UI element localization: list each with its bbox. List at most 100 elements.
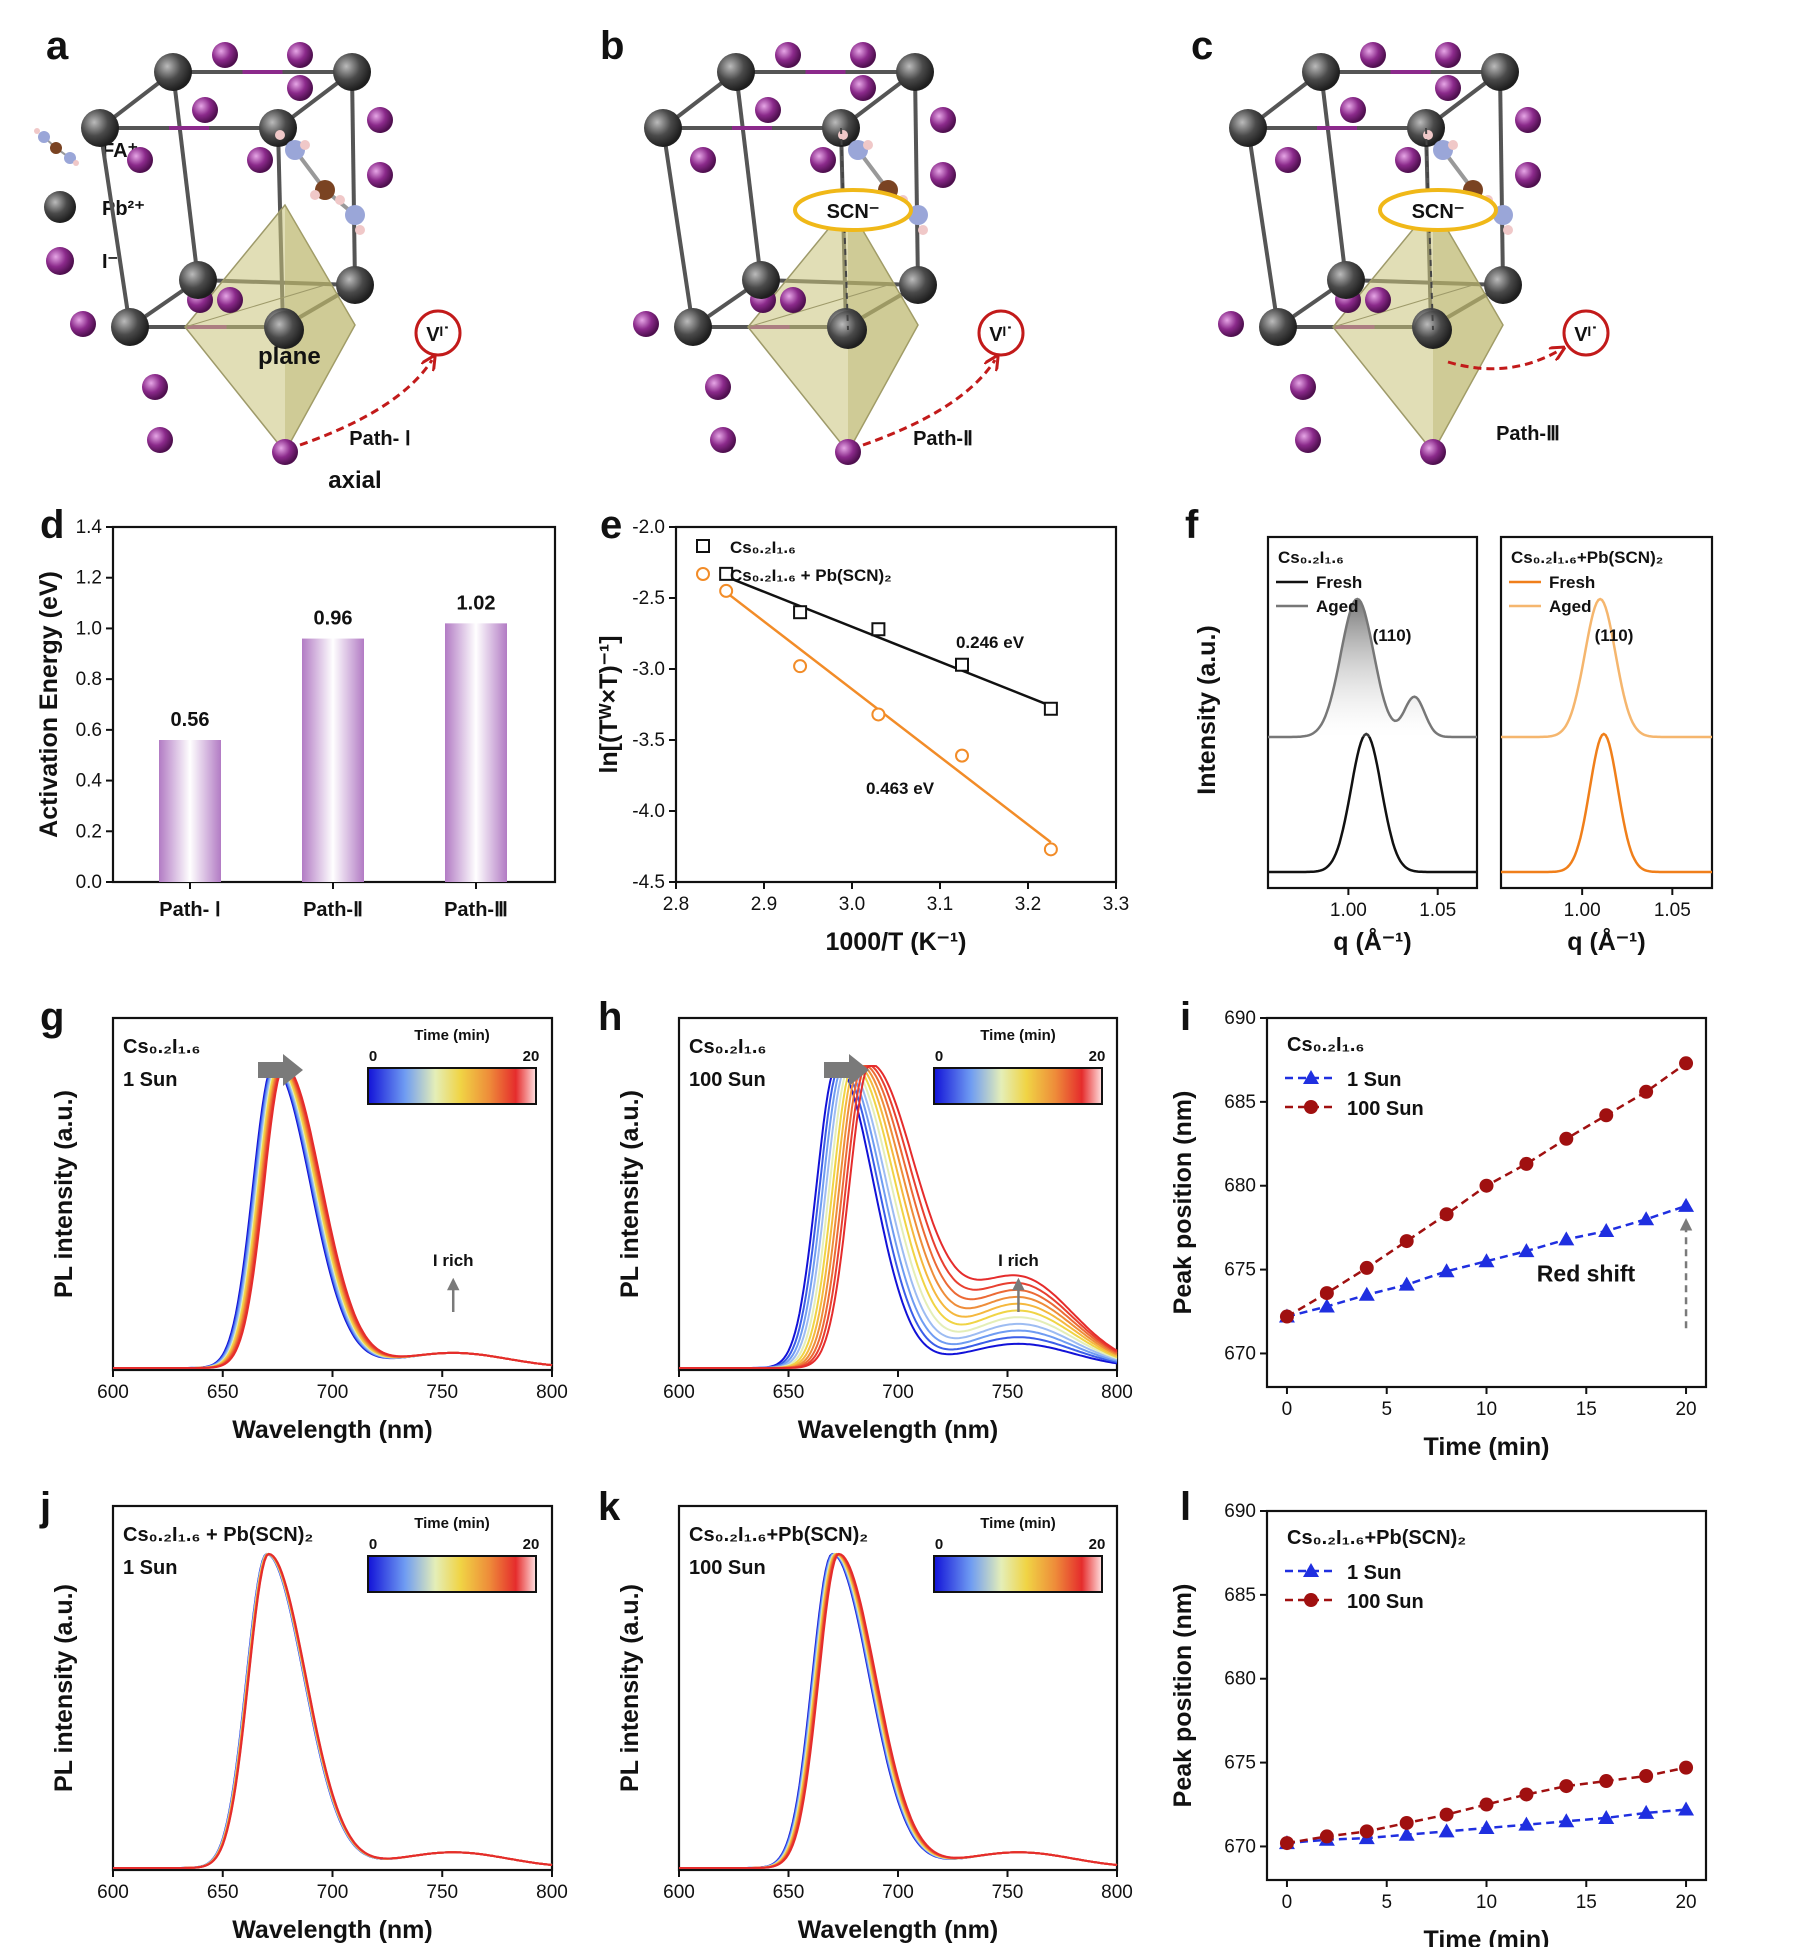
- iodide-atom: [1275, 147, 1301, 173]
- data-point: [871, 622, 886, 637]
- iodide-atom: [192, 97, 218, 123]
- chart-xrd: Intensity (a.u.) 1.00 1.05 q (Å⁻¹) Cs₀.₂I₁.₆…: [1193, 535, 1714, 956]
- x-tick-label: 5: [1381, 1892, 1392, 1913]
- lead-atom: [674, 308, 712, 346]
- x-axis-label: Wavelength (nm): [232, 1916, 432, 1944]
- fa-molecule-icon: [34, 128, 79, 166]
- y-axis-label: Peak position (nm): [1169, 1091, 1197, 1315]
- data-point: [793, 605, 808, 620]
- pl-spectrum: [113, 1064, 553, 1369]
- structure-path-iii: Vᴵ˙ SCN⁻ Path-Ⅲ: [1218, 42, 1610, 465]
- condition-label: 1 Sun: [123, 1557, 177, 1579]
- data-point: [1558, 1813, 1575, 1828]
- lead-atom: [179, 261, 217, 299]
- data-point: [1279, 1836, 1294, 1851]
- lead-atom: [1484, 266, 1522, 304]
- panel-label-h: h: [598, 995, 622, 1039]
- chart-pl-scn-1sun: 600 650 700 750 800 Wavelength (nm) PL intensi…: [50, 1504, 568, 1944]
- colorbar-title: Time (min): [414, 1027, 490, 1044]
- colorbar-min: 0: [935, 1536, 943, 1553]
- octahedron-face: [848, 205, 918, 452]
- legend-marker: [696, 567, 710, 581]
- y-tick-label: 670: [1224, 1343, 1256, 1364]
- x-category-label: Path-Ⅲ: [444, 899, 508, 921]
- data-point: [955, 657, 969, 672]
- fit-line: [725, 575, 1052, 708]
- x-tick-label: 10: [1476, 1399, 1497, 1420]
- vacancy-marker: [414, 309, 462, 357]
- migration-arrow: [862, 360, 995, 447]
- pl-spectrum: [113, 1064, 553, 1369]
- legend-label: Cs₀.₂I₁.₆ + Pb(SCN)₂: [730, 566, 892, 585]
- legend-label: 1 Sun: [1347, 1069, 1401, 1091]
- bar-value-label: 0.56: [171, 709, 210, 731]
- cell-edge: [1319, 71, 1348, 281]
- data-point: [1678, 1197, 1695, 1212]
- data-point: [1479, 1178, 1494, 1193]
- data-point: [719, 583, 734, 598]
- subplot-title: Cs₀.₂I₁.₆+Pb(SCN)₂: [1511, 548, 1663, 567]
- y-axis-label: PL intensity (a.u.): [50, 1584, 78, 1792]
- y-axis-label: PL intensity (a.u.): [50, 1090, 78, 1298]
- data-point: [1358, 1286, 1375, 1301]
- data-point: [1478, 1820, 1495, 1835]
- sample-label: Cs₀.₂I₁.₆+Pb(SCN)₂: [689, 1524, 868, 1546]
- data-point: [1519, 1156, 1534, 1171]
- chart-activation-energy: 0.0 0.2 0.4 0.6 0.8 1.0 1.2 1.4 Activation Energ…: [35, 517, 557, 921]
- cell-edge: [98, 127, 132, 328]
- iodide-atom: [633, 311, 659, 337]
- center-lead-atom: [266, 311, 304, 349]
- y-tick-label: 1.2: [76, 568, 102, 589]
- x-tick-label: 3.3: [1103, 894, 1129, 915]
- x-tick-label: 600: [663, 1882, 695, 1903]
- x-tick-label: 15: [1576, 1892, 1597, 1913]
- x-category-label: Path- Ⅰ: [159, 899, 220, 921]
- data-point: [1318, 1298, 1335, 1313]
- scn-ellipse: [1378, 188, 1498, 232]
- iodide-atom: [287, 75, 313, 101]
- x-category-label: Path-Ⅱ: [303, 899, 363, 921]
- pl-spectrum: [679, 1553, 1118, 1869]
- fa-hydrogen: [275, 130, 285, 140]
- lead-atom: [81, 109, 119, 147]
- lead-atom: [154, 53, 192, 91]
- iodide-atom: [70, 311, 96, 337]
- data-point: [1638, 1211, 1655, 1226]
- bar-value-label: 0.96: [314, 608, 353, 630]
- annotation-label: Red shift: [1537, 1260, 1636, 1286]
- colorbar-title: Time (min): [414, 1515, 490, 1532]
- x-tick-label: 700: [317, 1382, 349, 1403]
- cell-edge: [661, 127, 695, 328]
- series-line: [1286, 1766, 1687, 1845]
- series-line: [1286, 1204, 1687, 1318]
- iodide-atom: [272, 439, 298, 465]
- pl-spectrum: [113, 1553, 553, 1869]
- colorbar: [933, 1555, 1103, 1593]
- shift-arrow-icon: [824, 1054, 869, 1086]
- vacancy-label: Vᴵ˙: [426, 324, 450, 346]
- fa-hydrogen: [1423, 130, 1433, 140]
- y-axis-label: Peak position (nm): [1169, 1584, 1197, 1808]
- xrd-curve: [1268, 732, 1477, 874]
- data-point: [1479, 1797, 1494, 1812]
- x-tick-label: 2.9: [751, 894, 777, 915]
- data-point: [1559, 1131, 1574, 1146]
- xrd-curve: [1501, 732, 1712, 874]
- iodide-atom: [775, 42, 801, 68]
- lead-atom: [1327, 261, 1365, 299]
- pl-spectrum: [113, 1064, 553, 1369]
- iodide-atom: [1420, 439, 1446, 465]
- data-point: [955, 748, 969, 763]
- y-tick-label: 680: [1224, 1669, 1256, 1690]
- cell-edge: [1498, 71, 1505, 286]
- sample-label: Cs₀.₂I₁.₆ + Pb(SCN)₂: [123, 1524, 313, 1546]
- legend-label: 100 Sun: [1347, 1591, 1424, 1613]
- lead-atom: [644, 109, 682, 147]
- cell-edge: [913, 71, 920, 286]
- peak-label: (110): [1373, 626, 1412, 645]
- y-tick-label: 675: [1224, 1260, 1256, 1281]
- y-tick-label: 1.4: [76, 517, 103, 538]
- y-tick-label: 0.2: [76, 821, 102, 842]
- x-axis-label: q (Å⁻¹): [1333, 927, 1411, 956]
- y-tick-label: 675: [1224, 1753, 1256, 1774]
